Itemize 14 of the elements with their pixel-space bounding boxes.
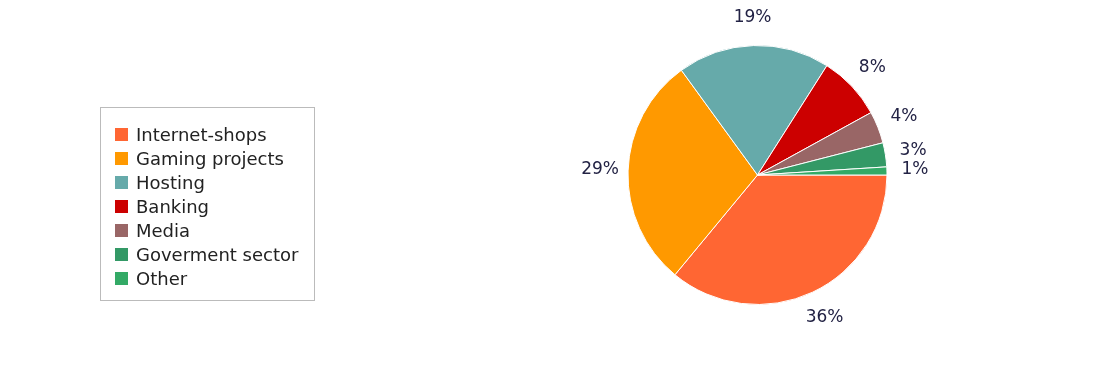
data-label: 1% — [901, 158, 929, 179]
data-label: 36% — [805, 305, 844, 326]
data-label: 4% — [890, 105, 918, 126]
data-label: 8% — [858, 55, 886, 76]
data-label: 29% — [581, 158, 619, 179]
data-label: 19% — [733, 6, 772, 26]
legend-label: Internet-shops — [136, 123, 267, 145]
legend-label: Hosting — [136, 171, 205, 193]
data-label: 3% — [899, 138, 927, 159]
legend-label: Goverment sector — [136, 243, 299, 265]
legend-label: Other — [136, 267, 188, 289]
legend-label: Gaming projects — [136, 147, 284, 169]
legend-label: Media — [136, 219, 191, 241]
legend-label: Banking — [136, 195, 210, 217]
